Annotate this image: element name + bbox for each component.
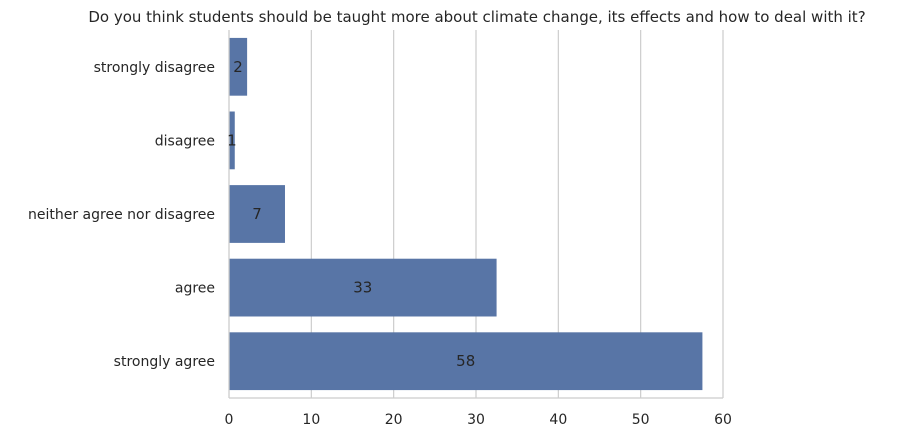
bar-disagree — [229, 111, 235, 170]
category-label-strongly-disagree: strongly disagree — [94, 60, 215, 76]
category-label-agree: agree — [175, 281, 215, 297]
data-label-disagree: 1 — [227, 131, 237, 149]
bar-neither-agree-nor-disagree — [229, 185, 285, 243]
axes — [228, 30, 723, 399]
x-tick-label-50: 50 — [632, 412, 650, 428]
bar-agree — [229, 258, 497, 317]
x-tick-label-0: 0 — [225, 412, 234, 428]
data-label-strongly-agree: 58 — [456, 352, 475, 370]
category-label-disagree: disagree — [155, 133, 215, 149]
data-label-neither-agree-nor-disagree: 7 — [252, 205, 262, 223]
bar-strongly-agree — [229, 332, 703, 391]
chart-title: Do you think students should be taught m… — [88, 8, 865, 26]
data-label-agree: 33 — [353, 279, 372, 297]
x-tick-label-30: 30 — [467, 412, 485, 428]
bars — [229, 37, 703, 391]
labels: 0 10 20 30 40 50 60 strongly disagree 2 disagree 1… — [28, 58, 732, 428]
category-label-strongly-agree: strongly agree — [114, 354, 215, 370]
category-label-neither-agree-nor-disagree: neither agree nor disagree — [28, 207, 215, 223]
bar-strongly-disagree — [229, 37, 248, 96]
data-label-strongly-disagree: 2 — [233, 58, 243, 76]
x-tick-label-10: 10 — [302, 412, 320, 428]
x-tick-label-20: 20 — [385, 412, 403, 428]
x-tick-label-40: 40 — [549, 412, 567, 428]
x-tick-label-60: 60 — [714, 412, 732, 428]
